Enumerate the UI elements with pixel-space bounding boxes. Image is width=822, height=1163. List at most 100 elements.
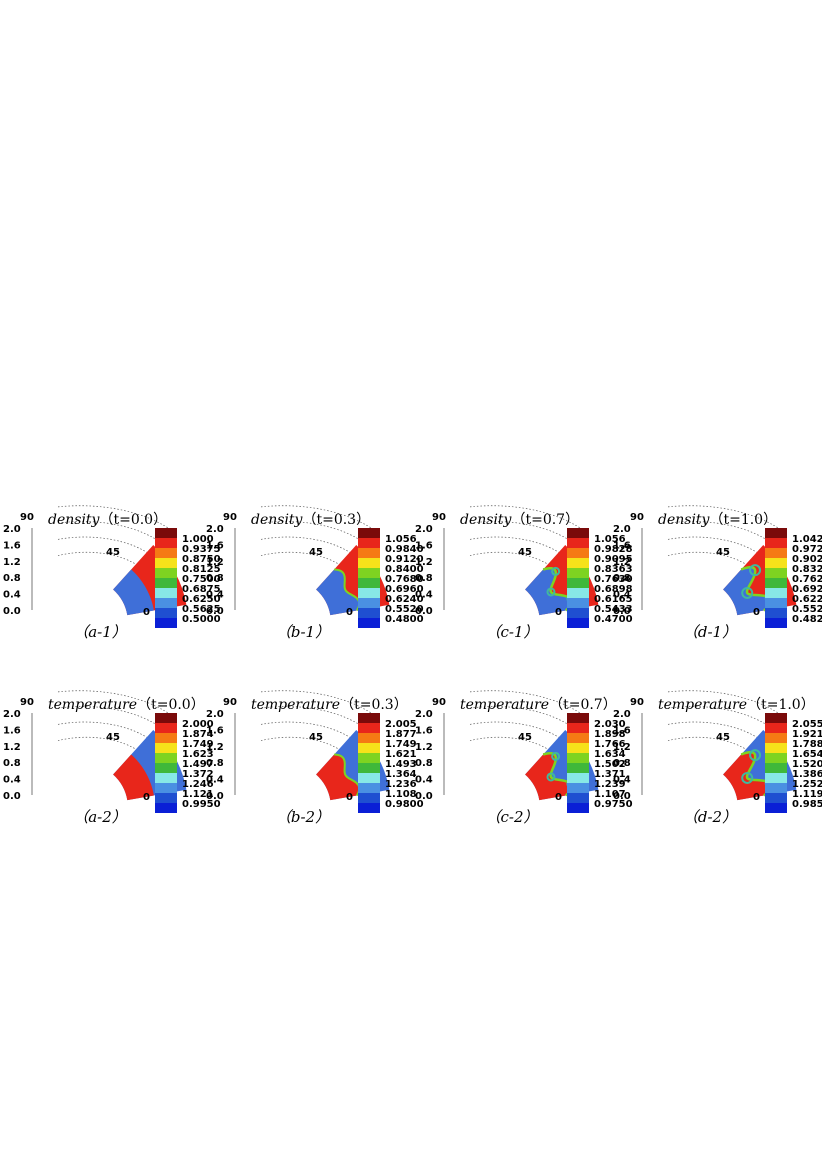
vortex-roll <box>741 771 754 784</box>
colorbar-swatch <box>765 753 787 763</box>
radial-tick-label: 0.8 <box>3 573 21 584</box>
grid-arc <box>469 551 553 568</box>
colorbar-tick-label: 0.6250 <box>182 594 221 605</box>
vortex-roll <box>546 587 556 597</box>
colorbar-tick-label: 1.898 <box>594 729 626 740</box>
colorbar-swatch <box>567 618 589 628</box>
colorbar-tick-label: 0.7680 <box>385 574 424 585</box>
radial-tick-label: 2.0 <box>206 709 224 720</box>
panel-title: density（t=0.3） <box>251 512 370 528</box>
radial-axis: 2.0 1.6 1.2 0.8 0.4 0.0 <box>415 709 445 802</box>
radial-tick-label: 0.0 <box>3 606 21 617</box>
radial-axis: 2.0 1.6 1.2 0.8 0.4 0.0 <box>206 524 236 617</box>
title-time: （t=0.3） <box>302 512 370 528</box>
colorbar-swatch <box>765 558 787 568</box>
radial-tick-label: 0.0 <box>3 791 21 802</box>
angle-labels: 90 45 0 <box>20 697 150 803</box>
radial-tick-label: 1.2 <box>3 742 21 753</box>
colorbar-swatch <box>765 803 787 813</box>
colorbar-tick-label: 1.634 <box>594 749 626 760</box>
colorbar-swatch <box>155 723 177 733</box>
colorbar-swatch <box>765 568 787 578</box>
colorbar-swatch <box>155 528 177 538</box>
radial-tick-label: 2.0 <box>613 524 631 535</box>
colorbar-tick-label: 1.000 <box>182 534 214 545</box>
inner-region <box>113 569 154 616</box>
colorbar-swatch <box>358 538 380 548</box>
colorbar-swatch <box>567 723 589 733</box>
colorbar-swatch <box>358 548 380 558</box>
colorbar-tick-label: 2.030 <box>594 719 626 730</box>
colorbar-tick-label: 0.7500 <box>182 574 221 585</box>
colorbar-tick-label: 1.121 <box>182 789 214 800</box>
colorbar-swatch <box>567 773 589 783</box>
colorbar-tick-label: 1.874 <box>182 729 214 740</box>
colorbar-swatch <box>765 723 787 733</box>
grid-arc <box>469 736 553 753</box>
angle-label-45: 45 <box>518 547 532 558</box>
colorbar-swatch <box>155 608 177 618</box>
colorbar-tick-label: 0.9095 <box>594 554 633 565</box>
colorbar-swatch <box>765 608 787 618</box>
radial-tick-label: 2.0 <box>3 709 21 720</box>
grid-arc <box>469 521 576 545</box>
grid-arc <box>57 521 164 545</box>
colorbar-swatch <box>567 743 589 753</box>
colorbar-tick-label: 0.9750 <box>594 799 633 810</box>
grid-arc <box>667 706 774 730</box>
colorbar-tick-label: 0.6165 <box>594 594 633 605</box>
grid-arc <box>57 721 153 742</box>
grid-arc <box>57 736 141 753</box>
colorbar-swatch <box>765 783 787 793</box>
panel-b-2: 2.0 1.6 1.2 0.8 0.4 0.0 90 45 0 temperature（t=0.3… <box>206 690 424 826</box>
colorbar-swatch <box>765 528 787 538</box>
colorbar-tick-label: 0.6240 <box>385 594 424 605</box>
angle-label-0: 0 <box>753 792 760 803</box>
colorbar-swatch <box>358 528 380 538</box>
colorbar-swatch <box>567 803 589 813</box>
panel-c-2: 2.0 1.6 1.2 0.8 0.4 0.0 90 45 0 temperature（t=0.7… <box>415 690 633 826</box>
colorbar-tick-label: 0.5520 <box>792 604 822 615</box>
grid-arcs <box>260 690 379 753</box>
angle-label-90: 90 <box>20 512 34 523</box>
colorbar-tick-label: 0.4820 <box>792 614 822 625</box>
angle-labels: 90 45 0 <box>223 697 353 803</box>
angle-label-0: 0 <box>143 792 150 803</box>
panel-title: density（t=1.0） <box>658 512 777 528</box>
grid-arcs <box>260 505 379 568</box>
colorbar-swatch <box>155 793 177 803</box>
title-time: （t=0.7） <box>549 697 617 713</box>
inner-region <box>113 754 154 801</box>
colorbar-tick-label: 1.252 <box>792 779 822 790</box>
colorbar-swatch <box>155 743 177 753</box>
colorbar-swatch <box>155 773 177 783</box>
panel-title: temperature（t=0.0） <box>48 697 205 713</box>
title-variable: density <box>48 512 101 528</box>
panel-label: （d-1） <box>683 623 737 641</box>
grid-arc <box>667 521 774 545</box>
colorbar-tick-label: 0.8363 <box>594 564 633 575</box>
grid-arc <box>667 736 751 753</box>
grid-arc <box>260 551 344 568</box>
colorbar-tick-label: 0.5433 <box>594 604 633 615</box>
panel-label: （b-2） <box>276 808 330 826</box>
grid-arc <box>260 706 367 730</box>
radial-tick-label: 1.2 <box>613 557 631 568</box>
colorbar-tick-label: 0.4800 <box>385 614 424 625</box>
angle-label-45: 45 <box>309 732 323 743</box>
radial-tick-label: 0.0 <box>613 606 631 617</box>
colorbar-swatch <box>155 803 177 813</box>
colorbar-tick-label: 0.9950 <box>182 799 221 810</box>
radial-tick-label: 0.8 <box>415 758 433 769</box>
angle-label-45: 45 <box>716 547 730 558</box>
colorbar-swatch <box>567 793 589 803</box>
colorbar-tick-label: 1.386 <box>792 769 822 780</box>
colorbar-tick-label: 1.921 <box>792 729 822 740</box>
vortex-roll <box>749 749 762 762</box>
radial-tick-label: 0.8 <box>415 573 433 584</box>
colorbar: 1.0420.97200.90200.83200.76200.69200.622… <box>765 528 822 628</box>
title-variable: temperature <box>658 697 747 713</box>
